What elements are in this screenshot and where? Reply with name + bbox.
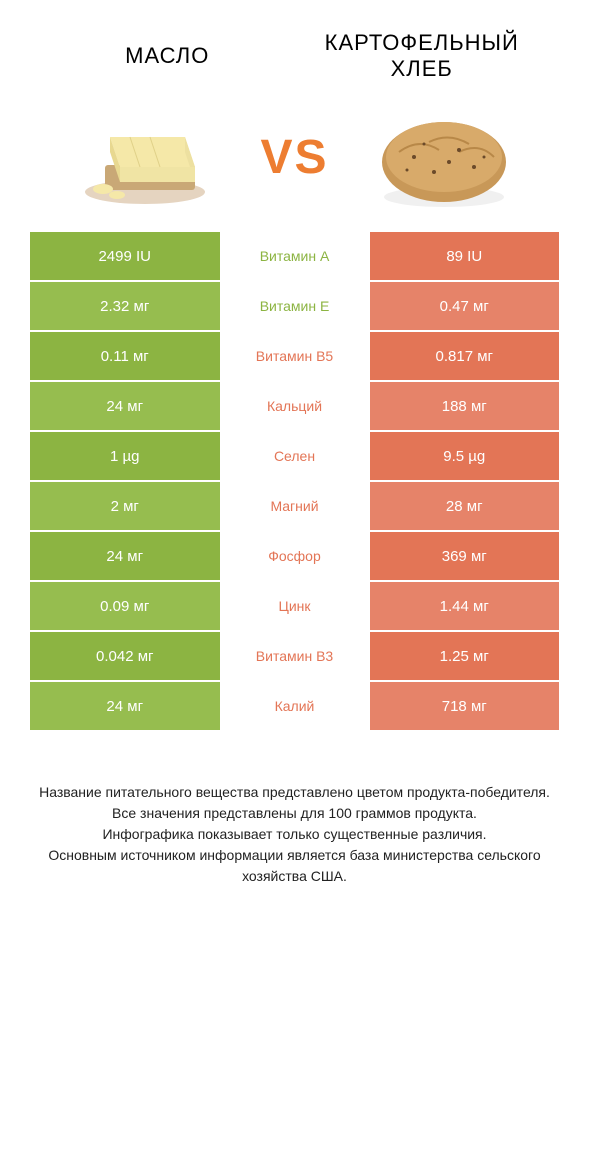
- left-value: 24 мг: [30, 682, 220, 730]
- left-product-title: МАСЛО: [40, 43, 295, 69]
- table-row: 0.09 мгЦинк1.44 мг: [30, 582, 559, 630]
- nutrient-label: Витамин B5: [220, 332, 370, 380]
- footnote-line: Инфографика показывает только существенн…: [35, 824, 554, 845]
- images-row: VS: [10, 92, 579, 232]
- bread-image: [339, 102, 549, 212]
- footnote-line: Все значения представлены для 100 граммо…: [35, 803, 554, 824]
- right-value: 89 IU: [370, 232, 560, 280]
- comparison-table: 2499 IUВитамин A89 IU2.32 мгВитамин E0.4…: [10, 232, 579, 730]
- table-row: 2.32 мгВитамин E0.47 мг: [30, 282, 559, 330]
- right-product-title: КАРТОФЕЛЬНЫЙ ХЛЕБ: [295, 30, 550, 82]
- header-row: МАСЛО КАРТОФЕЛЬНЫЙ ХЛЕБ: [10, 10, 579, 92]
- nutrient-label: Селен: [220, 432, 370, 480]
- nutrient-label: Кальций: [220, 382, 370, 430]
- table-row: 0.11 мгВитамин B50.817 мг: [30, 332, 559, 380]
- table-row: 24 мгКальций188 мг: [30, 382, 559, 430]
- right-value: 369 мг: [370, 532, 560, 580]
- nutrient-label: Витамин E: [220, 282, 370, 330]
- right-value: 718 мг: [370, 682, 560, 730]
- nutrient-label: Витамин A: [220, 232, 370, 280]
- left-value: 2 мг: [30, 482, 220, 530]
- table-row: 2 мгМагний28 мг: [30, 482, 559, 530]
- left-value: 1 µg: [30, 432, 220, 480]
- right-value: 0.47 мг: [370, 282, 560, 330]
- right-value: 1.25 мг: [370, 632, 560, 680]
- left-value: 0.09 мг: [30, 582, 220, 630]
- footnote-line: Основным источником информации является …: [35, 845, 554, 887]
- left-value: 24 мг: [30, 532, 220, 580]
- butter-image: [40, 107, 250, 207]
- vs-label: VS: [250, 130, 338, 185]
- footnotes: Название питательного вещества представл…: [10, 732, 579, 917]
- nutrient-label: Цинк: [220, 582, 370, 630]
- table-row: 2499 IUВитамин A89 IU: [30, 232, 559, 280]
- right-value: 188 мг: [370, 382, 560, 430]
- table-row: 24 мгКалий718 мг: [30, 682, 559, 730]
- right-value: 9.5 µg: [370, 432, 560, 480]
- nutrient-label: Калий: [220, 682, 370, 730]
- right-value: 1.44 мг: [370, 582, 560, 630]
- left-value: 0.11 мг: [30, 332, 220, 380]
- footnote-line: Название питательного вещества представл…: [35, 782, 554, 803]
- left-value: 2.32 мг: [30, 282, 220, 330]
- table-row: 24 мгФосфор369 мг: [30, 532, 559, 580]
- left-value: 0.042 мг: [30, 632, 220, 680]
- table-row: 0.042 мгВитамин B31.25 мг: [30, 632, 559, 680]
- nutrient-label: Фосфор: [220, 532, 370, 580]
- left-value: 2499 IU: [30, 232, 220, 280]
- nutrient-label: Витамин B3: [220, 632, 370, 680]
- right-value: 28 мг: [370, 482, 560, 530]
- table-row: 1 µgСелен9.5 µg: [30, 432, 559, 480]
- left-value: 24 мг: [30, 382, 220, 430]
- nutrient-label: Магний: [220, 482, 370, 530]
- right-value: 0.817 мг: [370, 332, 560, 380]
